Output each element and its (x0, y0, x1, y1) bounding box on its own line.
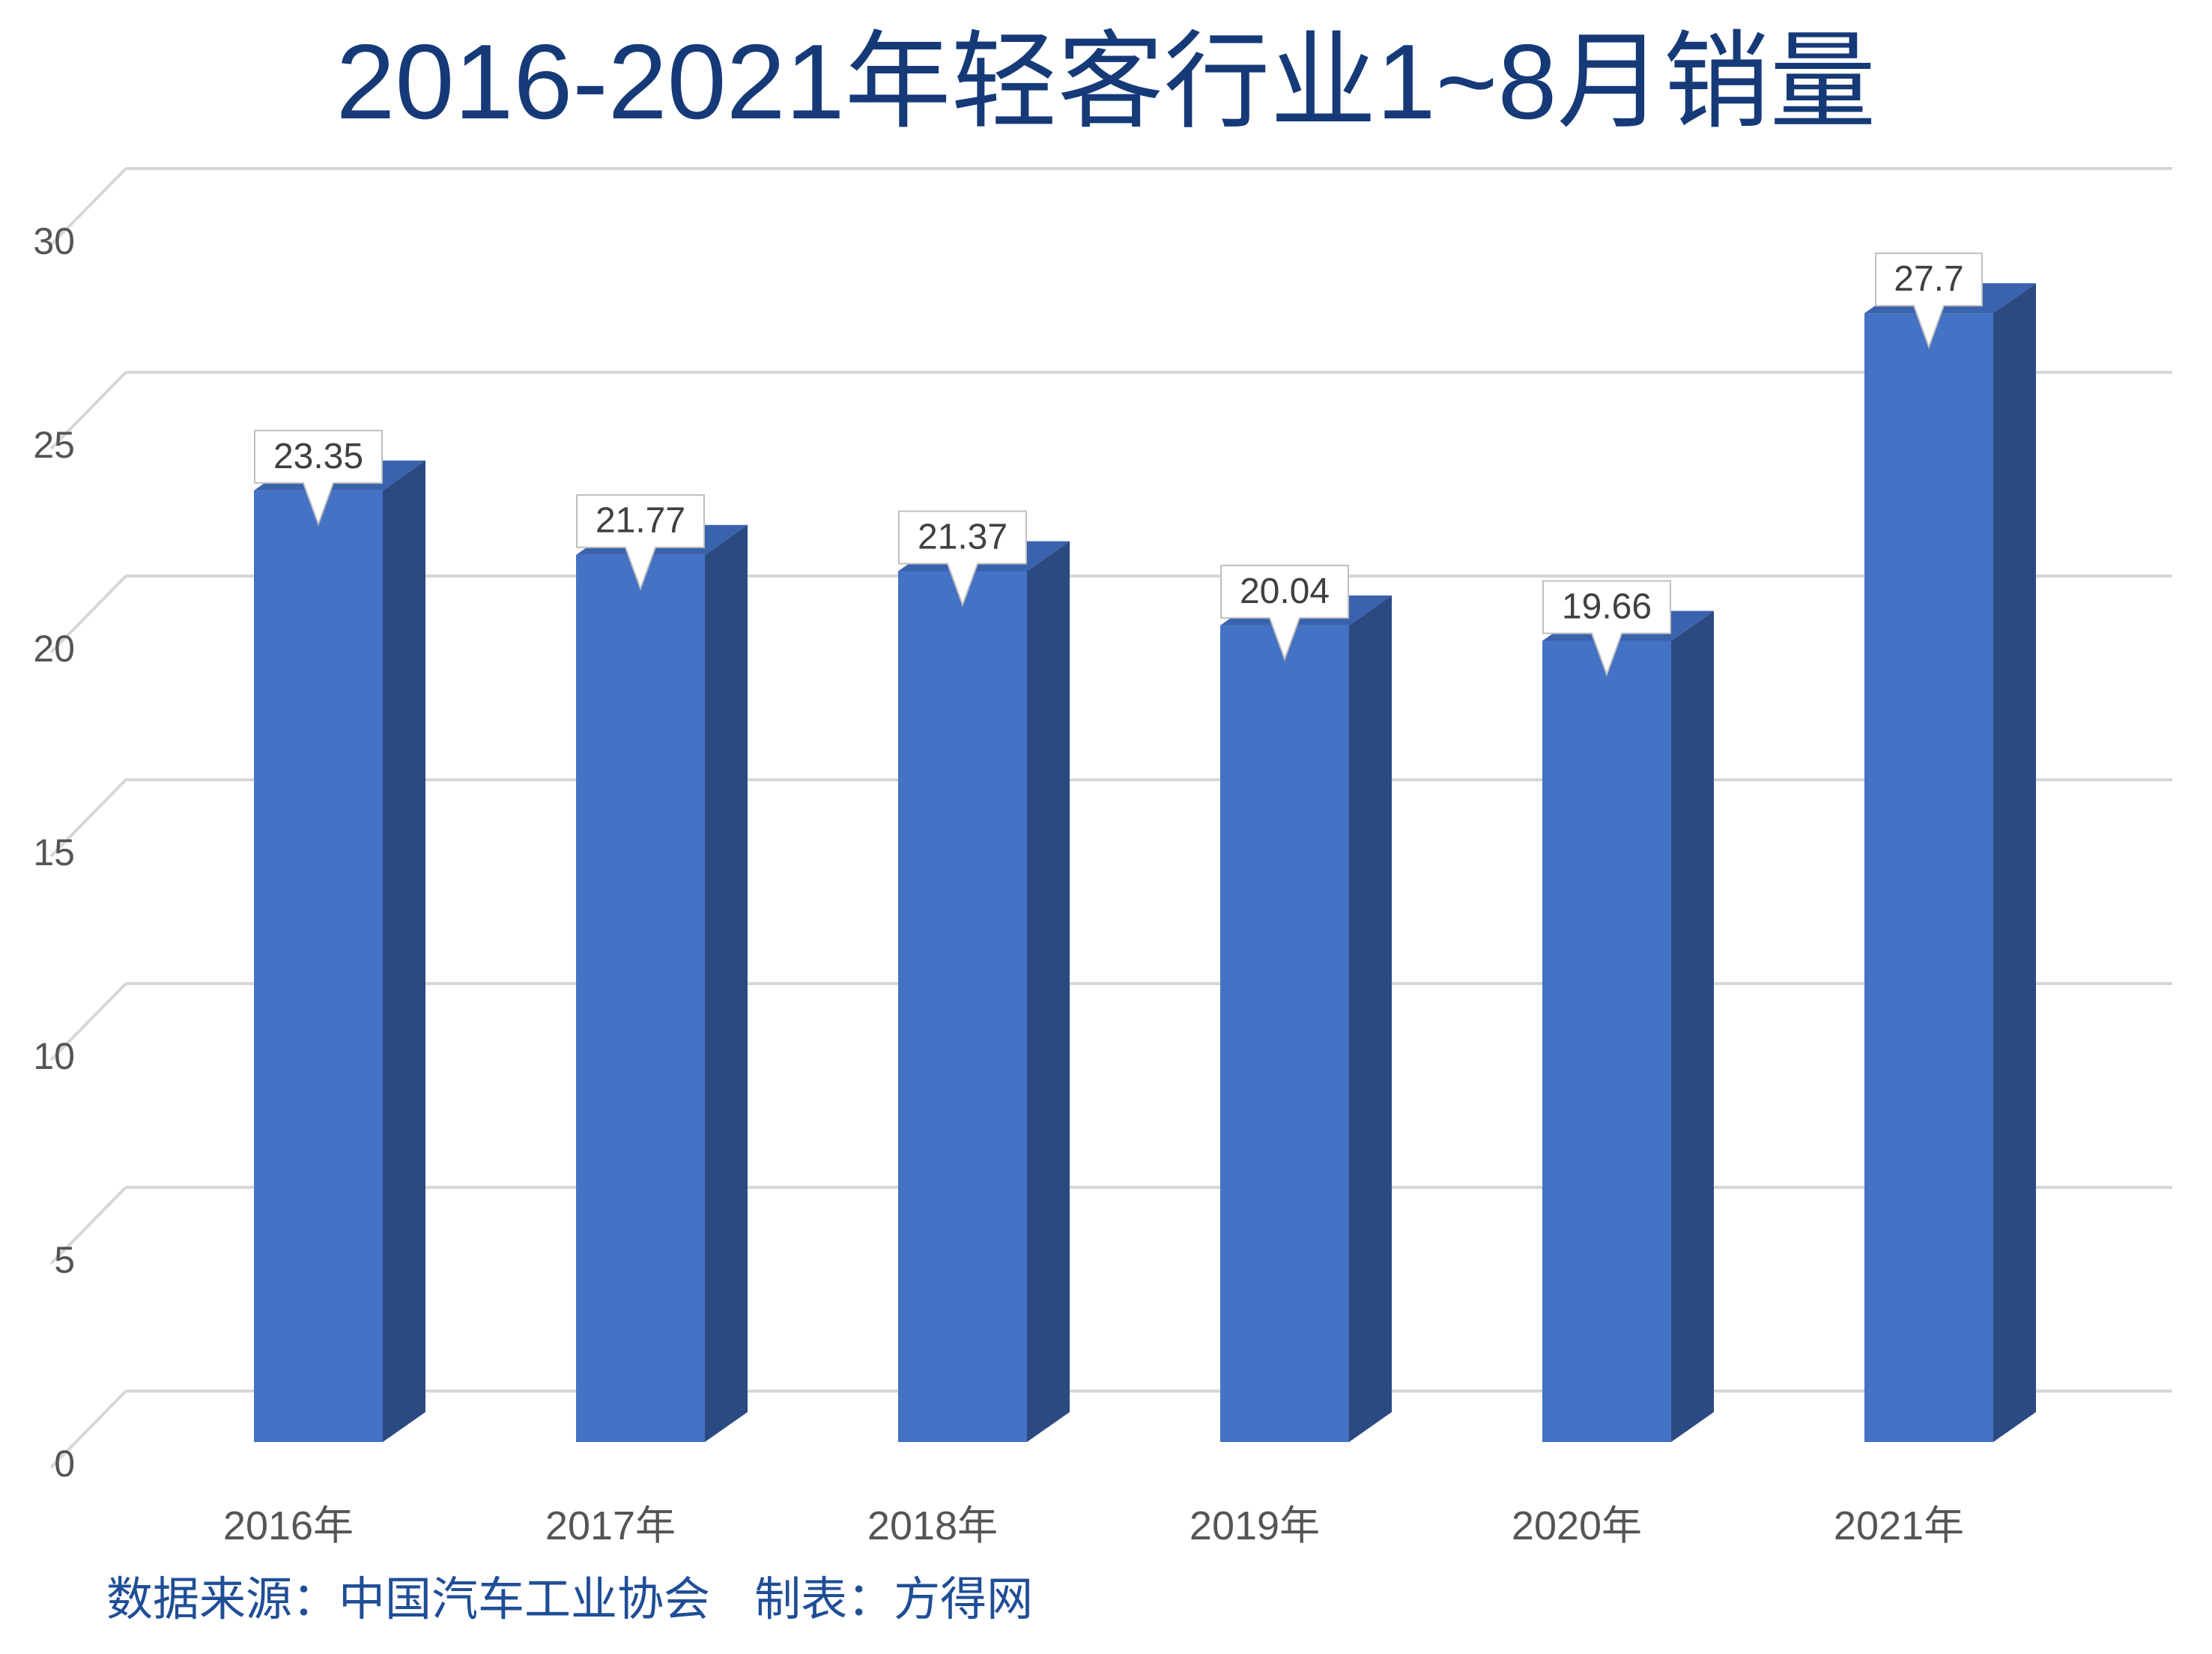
bar-side (383, 460, 425, 1442)
y-axis-ticks: 0 5 10 15 20 25 30 (33, 220, 75, 1485)
gridlines (49, 167, 2172, 1469)
data-label: 19.66 (1562, 587, 1652, 626)
y-tick-label: 30 (33, 220, 75, 262)
y-tick-label: 5 (54, 1239, 75, 1281)
x-category-label: 2020年 (1512, 1503, 1642, 1548)
y-tick-label: 25 (33, 424, 75, 466)
gridline-depth (49, 167, 127, 246)
data-label: 27.7 (1894, 259, 1963, 299)
bar-front (576, 554, 705, 1443)
bar-side (1993, 283, 2036, 1442)
gridline-depth (49, 1186, 127, 1265)
bar-side (1671, 611, 1714, 1442)
data-label: 20.04 (1240, 572, 1330, 611)
bar-side (705, 524, 748, 1443)
gridline-depth (49, 778, 127, 858)
gridline-depth (49, 575, 127, 654)
data-label-callout (576, 494, 705, 591)
x-category-label: 2017年 (545, 1503, 676, 1548)
bars (254, 283, 2036, 1443)
data-label-callout (1220, 564, 1349, 661)
data-label: 21.37 (918, 517, 1007, 557)
bar-side (1027, 541, 1070, 1443)
gridline-depth (49, 1390, 127, 1469)
bar-side (1349, 595, 1392, 1442)
bar-front (1220, 625, 1349, 1442)
data-labels: 23.35 21.77 21.37 20.04 19.66 27.7 (254, 252, 1983, 677)
x-category-label: 2018年 (867, 1503, 998, 1548)
data-label: 23.35 (273, 437, 363, 476)
data-label-callout (1875, 252, 1983, 350)
bar-front (898, 571, 1027, 1443)
bar-front (1542, 640, 1671, 1442)
data-label-callout (898, 510, 1027, 608)
chart-title: 2016-2021年轻客行业1~8月销量 (336, 22, 1876, 142)
x-category-label: 2019年 (1190, 1503, 1320, 1548)
bar-front (1864, 313, 1993, 1442)
source-note: 数据来源：中国汽车工业协会 制表：方得网 (106, 1572, 1034, 1626)
gridline-depth (49, 371, 127, 450)
data-label: 21.77 (596, 501, 685, 541)
data-label-callout (254, 429, 383, 527)
y-tick-label: 15 (33, 831, 75, 873)
x-category-label: 2016年 (223, 1503, 354, 1548)
gridline-depth (49, 982, 127, 1061)
y-tick-label: 20 (33, 628, 75, 670)
bar-front (254, 490, 383, 1442)
data-label-callout (1542, 580, 1671, 677)
x-category-label: 2021年 (1834, 1503, 1964, 1548)
x-axis-categories: 2016年 2017年 2018年 2019年 2020年 2021年 (223, 1503, 1964, 1548)
y-tick-label: 0 (54, 1443, 75, 1485)
y-tick-label: 10 (33, 1035, 75, 1077)
